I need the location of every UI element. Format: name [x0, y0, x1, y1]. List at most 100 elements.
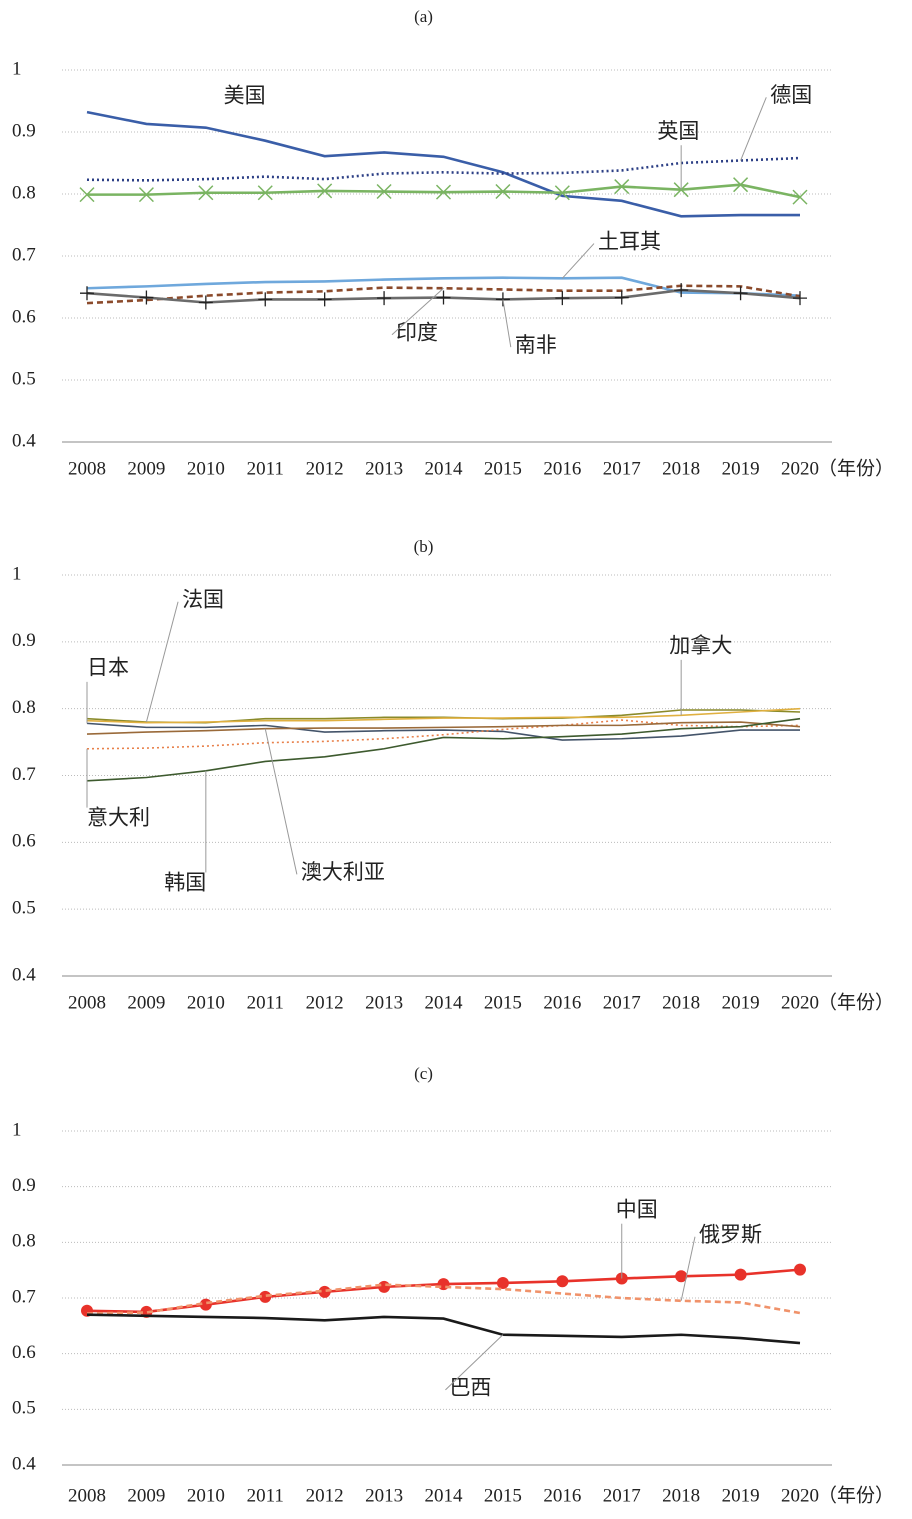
x-tick-label: 2011 — [247, 1485, 284, 1506]
series-label: 德国 — [770, 83, 812, 107]
marker — [257, 185, 273, 201]
marker — [496, 1276, 509, 1289]
x-tick-label: 2016 — [543, 1485, 581, 1506]
y-tick-label: 0.5 — [12, 368, 36, 389]
marker — [138, 187, 154, 203]
marker — [198, 295, 213, 310]
leader-line — [264, 728, 298, 875]
y-tick-label: 0.7 — [12, 764, 36, 785]
leader-line — [502, 299, 512, 348]
x-tick-label: 2015 — [484, 992, 522, 1013]
marker — [733, 177, 749, 193]
marker — [258, 292, 273, 307]
x-tick-label: 2013 — [365, 992, 403, 1013]
y-tick-label: 0.8 — [12, 697, 36, 718]
y-tick-label: 0.7 — [12, 244, 36, 265]
x-tick-label: 2019 — [722, 458, 760, 479]
x-tick-label: 2008 — [68, 1485, 106, 1506]
y-tick-label: 1 — [12, 58, 22, 79]
x-tick-label: 2014 — [425, 458, 464, 479]
x-tick-label: 2015 — [484, 1485, 522, 1506]
series-label: 土耳其 — [598, 229, 661, 253]
series-line — [86, 110, 800, 218]
chart-title: (a) — [414, 7, 433, 26]
x-tick-label: 2013 — [365, 458, 403, 479]
series-label: 美国 — [224, 84, 266, 108]
x-tick-label: 2008 — [68, 992, 106, 1013]
x-tick-label: 2014 — [425, 992, 464, 1013]
x-tick-label: 2014 — [425, 1485, 464, 1506]
x-tick-label: 2019 — [722, 992, 760, 1013]
marker — [674, 283, 689, 298]
x-tick-label: 2017 — [603, 458, 641, 479]
y-tick-label: 0.8 — [12, 1231, 36, 1252]
series-label: 意大利 — [87, 805, 150, 829]
series-line — [86, 722, 800, 741]
marker — [734, 1268, 747, 1281]
x-tick-label: 2009 — [127, 992, 165, 1013]
x-tick-label: 2010 — [187, 458, 225, 479]
marker — [198, 185, 214, 201]
marker — [614, 290, 629, 305]
x-tick-label: 2011 — [247, 992, 284, 1013]
y-tick-label: 0.5 — [12, 898, 36, 919]
y-tick-label: 0.4 — [12, 1453, 36, 1474]
x-tick-label: 2012 — [306, 1485, 344, 1506]
y-tick-label: 0.4 — [12, 964, 36, 985]
y-tick-label: 0.9 — [12, 1175, 36, 1196]
y-tick-label: 0.6 — [12, 306, 36, 327]
leader-line — [740, 97, 767, 161]
marker — [554, 185, 570, 201]
x-tick-label: 2020 — [781, 992, 819, 1013]
marker — [793, 291, 807, 306]
y-tick-label: 0.5 — [12, 1398, 36, 1419]
x-tick-label: 2019 — [722, 1485, 760, 1506]
series-label: 中国 — [616, 1198, 658, 1222]
x-tick-label: 2020 — [781, 458, 819, 479]
marker — [733, 286, 748, 301]
leader-line — [145, 601, 179, 723]
series-label: 南非 — [515, 333, 557, 357]
marker — [556, 1275, 569, 1288]
marker — [436, 290, 451, 305]
x-tick-label: 2008 — [68, 458, 106, 479]
x-tick-label: 2009 — [127, 1485, 165, 1506]
x-tick-label: 2011 — [247, 458, 284, 479]
series-label: 印度 — [396, 321, 438, 345]
series-label: 巴西 — [449, 1376, 491, 1400]
y-tick-label: 0.9 — [12, 120, 36, 141]
marker — [79, 187, 95, 203]
x-tick-label: 2017 — [603, 1485, 641, 1506]
series-line — [86, 709, 801, 724]
series-line — [86, 721, 801, 735]
x-tick-label: 2020 — [781, 1485, 819, 1506]
series-label: 法国 — [182, 588, 224, 612]
y-tick-label: 0.4 — [12, 430, 36, 451]
series-line — [86, 1268, 801, 1314]
x-axis-label: （年份） — [818, 457, 894, 479]
leader-line — [680, 1236, 696, 1301]
chart-title: (b) — [414, 537, 434, 556]
series-label: 加拿大 — [669, 634, 732, 658]
x-tick-label: 2018 — [662, 992, 700, 1013]
y-tick-label: 1 — [12, 1119, 22, 1140]
x-tick-label: 2017 — [603, 992, 641, 1013]
x-tick-label: 2013 — [365, 1485, 403, 1506]
marker — [376, 183, 392, 200]
marker — [318, 1285, 331, 1298]
series-line — [86, 156, 801, 182]
marker — [495, 183, 511, 200]
x-tick-label: 2009 — [127, 458, 165, 479]
series-label: 日本 — [87, 656, 129, 680]
y-tick-label: 0.8 — [12, 182, 36, 203]
marker — [377, 291, 392, 306]
marker — [378, 1280, 391, 1293]
marker — [259, 1290, 272, 1303]
x-tick-label: 2010 — [187, 1485, 225, 1506]
series-label: 韩国 — [164, 870, 206, 894]
leader-line — [445, 1334, 504, 1391]
x-tick-label: 2018 — [662, 1485, 700, 1506]
x-axis-label: （年份） — [818, 1484, 894, 1506]
marker — [794, 1263, 806, 1276]
x-tick-label: 2016 — [543, 992, 581, 1013]
